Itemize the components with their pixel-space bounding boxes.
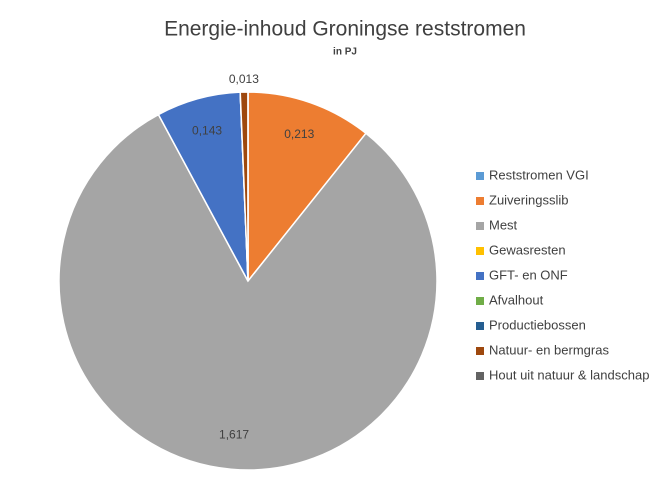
legend-label: Productiebossen: [489, 317, 586, 332]
legend-swatch: [476, 297, 484, 305]
data-label: 1,617: [219, 428, 249, 442]
chart-subtitle: in PJ: [333, 47, 357, 58]
legend-label: Natuur- en bermgras: [489, 342, 609, 357]
data-label: 0,143: [192, 124, 222, 138]
legend-label: Mest: [489, 217, 518, 232]
legend-label: Reststromen VGI: [489, 167, 589, 182]
legend-label: Afvalhout: [489, 292, 544, 307]
legend-swatch: [476, 272, 484, 280]
legend-swatch: [476, 197, 484, 205]
legend-swatch: [476, 222, 484, 230]
legend-label: Hout uit natuur & landschap: [489, 367, 649, 382]
legend-swatch: [476, 247, 484, 255]
legend-label: GFT- en ONF: [489, 267, 568, 282]
legend-swatch: [476, 172, 484, 180]
legend-swatch: [476, 372, 484, 380]
chart-title: Energie-inhoud Groningse reststromen: [164, 18, 526, 41]
legend-swatch: [476, 347, 484, 355]
pie-slice: [58, 113, 438, 471]
data-label: 0,013: [229, 72, 259, 86]
pie-slice: [247, 91, 367, 284]
legend-swatch: [476, 322, 484, 330]
legend-label: Zuiveringsslib: [489, 192, 568, 207]
legend-label: Gewasresten: [489, 242, 566, 257]
data-label: 0,213: [284, 127, 314, 141]
